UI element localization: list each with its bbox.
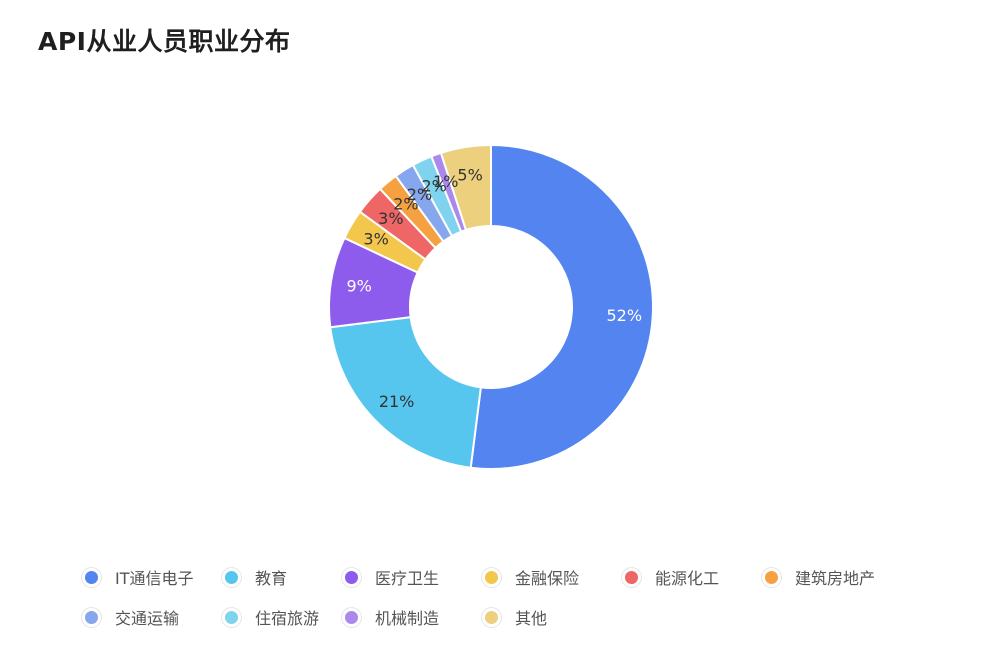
legend-label: 教育: [255, 569, 288, 588]
legend-marker: [342, 567, 361, 587]
slice-1[interactable]: [329, 316, 482, 469]
slice-9[interactable]: [439, 143, 492, 232]
legend-item[interactable]: 医疗卫生: [342, 565, 439, 589]
slice-label-2: 9%: [346, 277, 371, 296]
legend-item[interactable]: 建筑房地产: [762, 565, 875, 589]
legend-label: IT通信电子: [115, 569, 194, 588]
legend-label: 交通运输: [115, 609, 180, 628]
legend-label: 金融保险: [515, 569, 580, 588]
slice-0[interactable]: [469, 143, 654, 470]
legend-marker: [82, 567, 101, 587]
legend-marker: [622, 567, 641, 587]
legend-label: 建筑房地产: [795, 569, 876, 588]
legend-marker: [222, 607, 241, 627]
slice-label-7: 2%: [421, 177, 446, 196]
slice-label-9: 5%: [457, 166, 482, 185]
slice-label-6: 2%: [407, 185, 432, 204]
legend-item[interactable]: IT通信电子: [82, 565, 194, 589]
slices-group: [328, 143, 654, 470]
legend-marker: [482, 567, 501, 587]
slice-label-8: 1%: [433, 172, 458, 191]
legend-marker: [342, 607, 361, 627]
legend-label: 医疗卫生: [375, 569, 440, 588]
legend-item[interactable]: 能源化工: [622, 565, 719, 589]
slice-label-5: 2%: [393, 195, 418, 214]
slice-label-4: 3%: [378, 209, 403, 228]
legend-item[interactable]: 其他: [482, 605, 547, 629]
legend-marker: [82, 607, 101, 627]
legend-marker: [762, 567, 781, 587]
legend-label: 住宿旅游: [255, 609, 320, 628]
legend-item[interactable]: 金融保险: [482, 565, 579, 589]
legend-item[interactable]: 住宿旅游: [222, 605, 319, 629]
legend-item[interactable]: 交通运输: [82, 605, 179, 629]
slice-label-0: 52%: [606, 306, 642, 325]
labels-group: 52%21%9%3%3%2%2%2%1%5%: [346, 166, 642, 411]
slice-label-3: 3%: [363, 230, 388, 249]
legend-marker: [482, 607, 501, 627]
slice-label-1: 21%: [379, 392, 415, 411]
legend-label: 机械制造: [375, 609, 440, 628]
legend-label: 其他: [515, 609, 548, 628]
legend-marker: [222, 567, 241, 587]
legend-item[interactable]: 机械制造: [342, 605, 439, 629]
chart-title: API从业人员职业分布: [38, 27, 291, 56]
legend-label: 能源化工: [655, 569, 720, 588]
legend-item[interactable]: 教育: [222, 565, 287, 589]
